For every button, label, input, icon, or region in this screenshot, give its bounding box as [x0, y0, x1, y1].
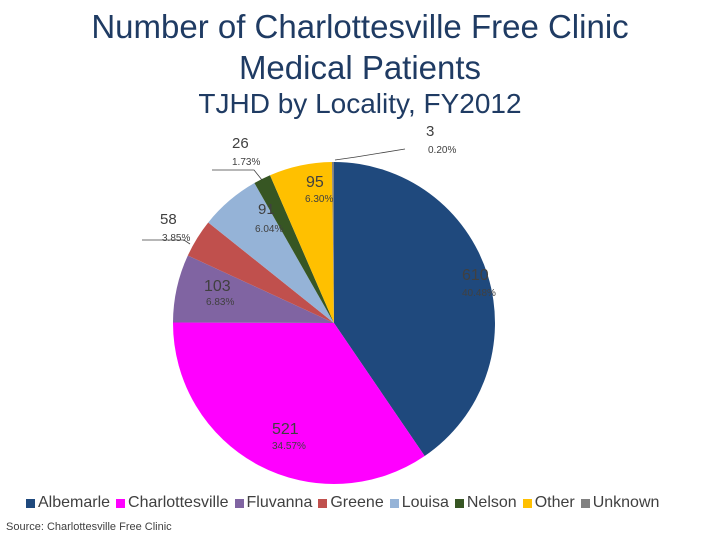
pie-chart: 610 40.48% 521 34.57% 103 6.83% 58 3.85% 91 6.04%… — [142, 123, 496, 484]
legend-label-other: Other — [534, 494, 575, 511]
slice-percent-label-charlottesville: 34.57% — [272, 441, 306, 452]
leader-line-greene — [142, 239, 191, 245]
leader-line-nelson — [212, 169, 263, 181]
slice-percent-label-other: 6.30% — [305, 194, 333, 205]
slice-percent-label-greene: 3.85% — [162, 233, 190, 244]
legend-item-louisa: Louisa — [389, 494, 449, 512]
source-note: Source: Charlottesville Free Clinic — [6, 521, 172, 533]
pie-slice-unknown — [331, 161, 334, 323]
legend-swatch-louisa — [389, 498, 399, 508]
legend-swatch-fluvanna — [234, 498, 244, 508]
legend-swatch-other — [522, 498, 532, 508]
pie-slices — [172, 161, 495, 484]
slice-percent-label-albemarle: 40.48% — [462, 288, 496, 299]
pie-slice-charlottesville — [172, 322, 425, 484]
legend-swatch-greene — [318, 498, 328, 508]
slice-value-label-nelson: 26 — [232, 135, 249, 152]
legend: Albemarle Charlottesville Fluvanna Greene Lo… — [26, 494, 716, 512]
slice-value-label-other: 95 — [306, 174, 324, 191]
legend-label-albemarle: Albemarle — [38, 494, 111, 511]
legend-label-unknown: Unknown — [592, 494, 660, 511]
chart-title: Number of Charlottesville Free Clinic Me… — [0, 6, 720, 88]
legend-label-fluvanna: Fluvanna — [246, 494, 313, 511]
slice-percent-label-fluvanna: 6.83% — [206, 297, 234, 308]
chart-title-line-1: Number of Charlottesville Free Clinic — [91, 8, 629, 45]
legend-item-nelson: Nelson — [454, 494, 517, 512]
slice-labels: 610 40.48% 521 34.57% 103 6.83% 58 3.85% 91 6.04%… — [160, 123, 496, 452]
slice-value-label-albemarle: 610 — [462, 267, 489, 284]
slice-value-label-greene: 58 — [160, 211, 177, 228]
legend-item-fluvanna: Fluvanna — [234, 494, 313, 512]
slice-value-label-louisa: 91 — [258, 201, 275, 218]
slice-value-label-fluvanna: 103 — [204, 278, 231, 295]
legend-item-unknown: Unknown — [580, 494, 660, 512]
pie-slice-albemarle — [334, 162, 495, 457]
legend-swatch-nelson — [454, 498, 464, 508]
slice-value-label-charlottesville: 521 — [272, 421, 299, 438]
pie-slice-other — [270, 162, 334, 323]
slice-value-label-unknown: 3 — [426, 123, 434, 140]
pie-slice-fluvanna — [173, 255, 334, 323]
pie-slice-greene — [187, 222, 334, 323]
pie-slice-nelson — [254, 175, 334, 323]
chart-subtitle: TJHD by Locality, FY2012 — [198, 88, 522, 119]
leader-lines — [142, 148, 406, 245]
legend-label-greene: Greene — [330, 494, 384, 511]
slice-percent-label-louisa: 6.04% — [255, 224, 283, 235]
legend-swatch-albemarle — [26, 498, 35, 508]
legend-item-albemarle: Albemarle — [26, 494, 110, 512]
legend-label-charlottesville: Charlottesville — [128, 494, 229, 511]
legend-label-louisa: Louisa — [401, 494, 449, 511]
legend-item-other: Other — [522, 494, 575, 512]
slice-percent-label-nelson: 1.73% — [232, 157, 260, 168]
pie-slice-louisa — [208, 183, 334, 323]
slice-percent-label-unknown: 0.20% — [428, 145, 456, 156]
legend-item-greene: Greene — [318, 494, 384, 512]
chart-title-line-2: Medical Patients — [238, 49, 482, 86]
legend-item-charlottesville: Charlottesville — [116, 494, 229, 512]
leader-line-unknown — [334, 148, 406, 161]
legend-label-nelson: Nelson — [466, 494, 517, 511]
legend-swatch-unknown — [580, 498, 590, 508]
legend-swatch-charlottesville — [116, 498, 126, 508]
